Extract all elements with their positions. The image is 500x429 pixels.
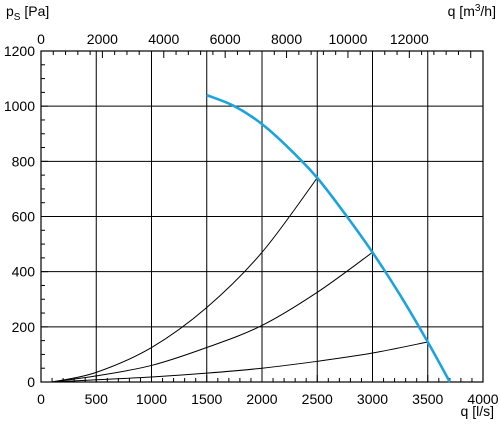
system-curve xyxy=(51,251,373,383)
y-tick-label: 400 xyxy=(12,264,36,280)
y-tick-label: 1000 xyxy=(4,98,35,114)
x-tick-label: 1000 xyxy=(136,391,167,407)
x-tick-label: 2500 xyxy=(302,391,333,407)
curves xyxy=(51,93,451,383)
x-tick-label: 1500 xyxy=(191,391,222,407)
y-tick-label: 800 xyxy=(12,153,36,169)
y-tick-label: 1200 xyxy=(4,43,35,59)
y-axis-label: pS [Pa] xyxy=(6,3,49,23)
x-tick-label: 500 xyxy=(85,391,109,407)
x-tick-label: 2000 xyxy=(246,391,277,407)
x-tick-label: 0 xyxy=(37,391,45,407)
system-curve xyxy=(51,177,318,383)
x-tick-label: 3500 xyxy=(412,391,443,407)
system-curve xyxy=(52,341,428,383)
top-x-tick-label: 0 xyxy=(37,31,45,47)
x-tick-label: 3000 xyxy=(357,391,388,407)
top-x-tick-label: 12000 xyxy=(390,31,429,47)
top-x-tick-label: 10000 xyxy=(328,31,367,47)
y-tick-label: 0 xyxy=(27,374,35,390)
top-x-axis-label: q [m3/h] xyxy=(448,3,496,19)
plot-frame xyxy=(40,50,484,383)
top-x-tick-label: 4000 xyxy=(148,31,179,47)
fan-curve xyxy=(206,93,451,383)
y-tick-label: 200 xyxy=(12,319,36,335)
y-tick-label: 600 xyxy=(12,209,36,225)
grid-lines xyxy=(40,50,484,383)
top-x-tick-label: 6000 xyxy=(210,31,241,47)
x-tick-label: 4000 xyxy=(467,391,498,407)
tick-labels: 0 500 1000 1500 2000 2500 3000 3500 4000 0 200 400 6… xyxy=(4,31,499,407)
bottom-x-axis-label: q [l/s] xyxy=(461,403,494,419)
top-x-tick-label: 8000 xyxy=(271,31,302,47)
top-x-tick-label: 2000 xyxy=(87,31,118,47)
